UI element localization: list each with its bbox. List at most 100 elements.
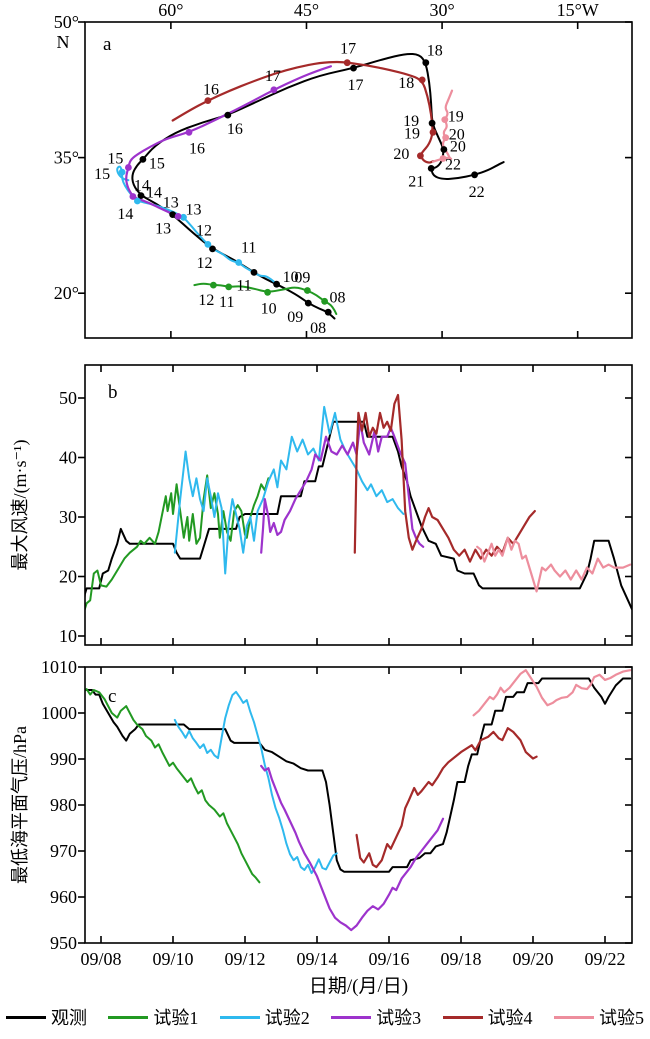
- panel-b-series: [85, 393, 632, 613]
- day-marker-obs-12: [209, 245, 216, 253]
- x-tick-label: 09/18: [440, 949, 481, 969]
- day-label-obs-19: 19: [403, 113, 419, 130]
- legend-line-exp2: [219, 1015, 260, 1019]
- day-label-exp3-15: 15: [107, 151, 123, 168]
- legend-label-exp2: 试验2: [264, 1008, 310, 1028]
- day-marker-exp4-17: [343, 59, 351, 67]
- day-label-obs-09: 09: [287, 309, 303, 326]
- y-tick-label: 20: [59, 567, 77, 587]
- series-b-exp3: [260, 420, 425, 554]
- x-tick-label: 09/14: [296, 949, 337, 969]
- day-label-obs-18: 18: [427, 43, 443, 60]
- day-marker-obs-16: [224, 111, 232, 119]
- track-obs: [131, 52, 505, 320]
- series-c-exp3: [260, 764, 445, 932]
- day-marker-exp2-14: [134, 197, 141, 205]
- y-tick-label: 1010: [41, 657, 77, 677]
- series-c-exp2: [173, 690, 338, 875]
- day-label-obs-08: 08: [310, 320, 326, 337]
- y-tick-label: 980: [50, 795, 77, 815]
- legend-label-exp5: 试验5: [598, 1008, 644, 1028]
- x-tick-label: 09/12: [224, 949, 265, 969]
- day-label-exp5-22: 22: [445, 157, 461, 174]
- day-marker-exp4-19: [429, 128, 437, 136]
- day-marker-obs-20: [440, 146, 448, 153]
- day-label-exp1-09: 09: [294, 269, 310, 286]
- x-tick-label: 09/16: [368, 949, 409, 969]
- day-marker-obs-09: [304, 299, 312, 307]
- day-label-obs-13: 13: [163, 195, 179, 212]
- panel-c-series: [85, 669, 632, 932]
- panel-b-y-title: 最大风速/(m·s⁻¹): [10, 440, 31, 571]
- day-marker-obs-13: [169, 211, 177, 219]
- legend-line-exp5: [553, 1015, 594, 1019]
- day-label-exp2-15: 15: [94, 166, 110, 183]
- day-marker-exp5-20: [442, 134, 450, 142]
- day-label-exp2-13: 13: [186, 201, 202, 218]
- series-b-exp2: [173, 405, 405, 575]
- y-tick-label: 950: [50, 933, 77, 953]
- day-label-obs-20: 20: [450, 138, 466, 155]
- y-tick-label: 30: [59, 507, 77, 527]
- day-label-exp4-18: 18: [398, 75, 414, 92]
- day-marker-obs-10: [273, 280, 280, 288]
- day-marker-obs-11: [250, 269, 258, 276]
- panel-b-border: [84, 364, 633, 646]
- day-label-exp3-16: 16: [189, 140, 205, 157]
- lon-tick-label: 45°: [294, 0, 319, 20]
- day-label-exp2-11: 11: [241, 239, 256, 256]
- day-label-obs-16: 16: [227, 121, 243, 138]
- legend-item-exp3: 试验3: [331, 1004, 421, 1030]
- x-tick-label: 09/20: [512, 949, 553, 969]
- legend-item-exp5: 试验5: [553, 1004, 644, 1030]
- day-label-exp3-13: 13: [155, 220, 171, 237]
- day-label-exp2-12: 12: [196, 222, 212, 239]
- day-label-obs-15: 15: [149, 155, 165, 172]
- lat-tick-label: 35°: [54, 148, 79, 168]
- day-marker-obs-18: [422, 59, 430, 67]
- day-label-exp5-20: 20: [449, 127, 465, 144]
- track-exp4: [171, 60, 435, 164]
- panel-c-letter: c: [108, 686, 116, 707]
- day-label-obs-10: 10: [283, 269, 299, 286]
- day-label-obs-22: 22: [469, 184, 485, 201]
- day-marker-exp3-14: [129, 193, 137, 200]
- day-marker-exp1-08: [321, 297, 328, 305]
- day-label-exp1-12: 12: [198, 292, 214, 309]
- lon-tick-label: 60°: [158, 0, 183, 20]
- day-marker-exp2-15: [118, 168, 126, 176]
- day-marker-exp4-20: [417, 152, 424, 160]
- panel-a-letter: a: [103, 34, 112, 55]
- legend-label-obs: 观测: [51, 1008, 87, 1028]
- legend: 观测 试验1 试验2 试验3 试验4 试验5: [0, 1004, 650, 1030]
- day-marker-exp1-10: [264, 288, 271, 296]
- y-tick-label: 990: [50, 749, 77, 769]
- day-label-obs-14: 14: [146, 185, 162, 202]
- day-marker-exp3-17: [270, 86, 278, 94]
- legend-item-exp2: 试验2: [219, 1004, 310, 1030]
- panel-a-map: [116, 52, 505, 320]
- day-marker-exp5-22: [439, 155, 447, 162]
- day-marker-exp3-16: [185, 128, 193, 136]
- day-marker-exp1-11: [225, 283, 233, 291]
- panel-b-letter: b: [108, 382, 118, 403]
- y-tick-label: 1000: [41, 703, 77, 723]
- day-label-exp2-14: 14: [117, 206, 133, 223]
- day-label-obs-11: 11: [236, 277, 251, 294]
- y-tick-label: 50: [59, 388, 77, 408]
- day-marker-obs-08: [324, 308, 332, 316]
- day-marker-exp4-16: [204, 97, 212, 104]
- day-marker-exp1-09: [304, 287, 311, 294]
- panel-c-y-title: 最低海平面气压/hPa: [10, 726, 30, 884]
- day-marker-exp4-18: [418, 76, 426, 84]
- legend-line-obs: [6, 1015, 46, 1019]
- legend-line-exp3: [331, 1015, 372, 1019]
- day-label-exp4-16: 16: [203, 82, 219, 99]
- day-marker-obs-14: [137, 192, 145, 200]
- lon-tick-label: 30°: [429, 0, 454, 20]
- day-label-obs-17: 17: [347, 77, 363, 94]
- series-c-exp5: [472, 669, 632, 717]
- day-marker-obs-21: [427, 165, 435, 172]
- panel-a-border: [84, 21, 633, 339]
- day-label-exp3-17: 17: [265, 68, 281, 85]
